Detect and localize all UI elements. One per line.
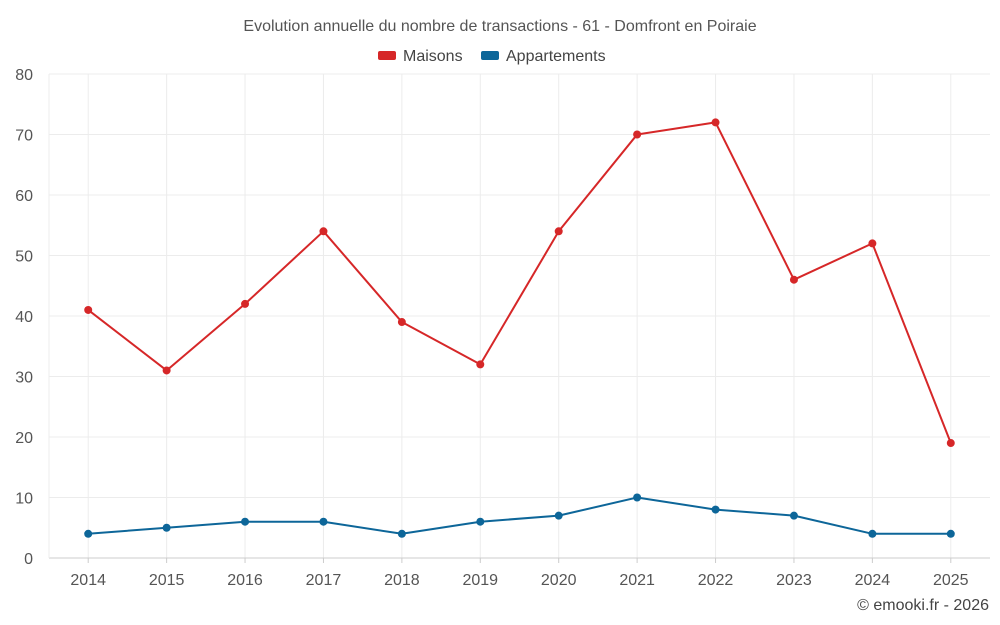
- y-tick-label: 30: [15, 370, 33, 387]
- data-point-appartements[interactable]: [789, 511, 798, 520]
- x-tick-label: 2023: [776, 572, 812, 589]
- series-maisons: [84, 118, 955, 448]
- data-point-appartements[interactable]: [241, 517, 250, 526]
- data-point-maisons[interactable]: [84, 305, 93, 314]
- x-axis-ticks: 2014 2015 2016 2017 2018 2019 2020 2021 2022 2023…: [70, 572, 968, 589]
- data-point-appartements[interactable]: [162, 523, 171, 532]
- data-point-maisons[interactable]: [789, 275, 798, 284]
- x-tick-label: 2017: [306, 572, 342, 589]
- legend[interactable]: Maisons Appartements: [378, 48, 606, 65]
- data-point-maisons[interactable]: [946, 439, 955, 448]
- x-tick-label: 2024: [855, 572, 891, 589]
- data-point-appartements[interactable]: [946, 529, 955, 538]
- y-tick-label: 60: [15, 188, 33, 205]
- data-point-appartements[interactable]: [868, 529, 877, 538]
- y-tick-label: 70: [15, 128, 33, 145]
- x-tick-label: 2019: [462, 572, 498, 589]
- data-point-maisons[interactable]: [868, 239, 877, 248]
- y-tick-label: 20: [15, 430, 33, 447]
- x-tick-label: 2022: [698, 572, 734, 589]
- y-tick-label: 80: [15, 67, 33, 84]
- x-tick-label: 2016: [227, 572, 263, 589]
- data-point-appartements[interactable]: [397, 529, 406, 538]
- data-point-maisons[interactable]: [397, 318, 406, 327]
- x-tick-label: 2014: [70, 572, 106, 589]
- series-appartements: [84, 493, 955, 538]
- credit: © emooki.fr - 2026: [857, 597, 989, 614]
- legend-swatch-appartements: [481, 51, 499, 60]
- x-tick-label: 2025: [933, 572, 969, 589]
- y-tick-label: 0: [24, 551, 33, 568]
- legend-item-appartements[interactable]: Appartements: [481, 48, 606, 65]
- data-point-appartements[interactable]: [319, 517, 328, 526]
- data-point-appartements[interactable]: [633, 493, 642, 502]
- data-point-appartements[interactable]: [476, 517, 485, 526]
- data-point-maisons[interactable]: [241, 299, 250, 308]
- data-point-maisons[interactable]: [633, 130, 642, 139]
- legend-swatch-maisons: [378, 51, 396, 60]
- legend-label-appartements: Appartements: [506, 48, 606, 65]
- legend-item-maisons[interactable]: Maisons: [378, 48, 463, 65]
- chart-title: Evolution annuelle du nombre de transact…: [243, 18, 756, 35]
- data-point-maisons[interactable]: [554, 227, 563, 236]
- series: [84, 118, 955, 538]
- series-line-maisons: [87, 121, 952, 444]
- x-tick-label: 2015: [149, 572, 185, 589]
- data-point-appartements[interactable]: [84, 529, 93, 538]
- x-tick-label: 2018: [384, 572, 420, 589]
- data-point-maisons[interactable]: [319, 227, 328, 236]
- data-point-maisons[interactable]: [711, 118, 720, 127]
- axes: [48, 74, 990, 563]
- y-tick-label: 10: [15, 491, 33, 508]
- data-point-maisons[interactable]: [162, 366, 171, 375]
- y-axis-ticks: 0 10 20 30 40 50 60 70 80: [15, 67, 33, 568]
- data-point-appartements[interactable]: [711, 505, 720, 514]
- data-point-maisons[interactable]: [476, 360, 485, 369]
- series-line-appartements: [88, 496, 951, 535]
- x-tick-label: 2020: [541, 572, 577, 589]
- data-point-appartements[interactable]: [554, 511, 563, 520]
- y-tick-label: 50: [15, 249, 33, 266]
- y-tick-label: 40: [15, 309, 33, 326]
- grid: [49, 73, 990, 558]
- x-tick-label: 2021: [619, 572, 655, 589]
- legend-label-maisons: Maisons: [403, 48, 463, 65]
